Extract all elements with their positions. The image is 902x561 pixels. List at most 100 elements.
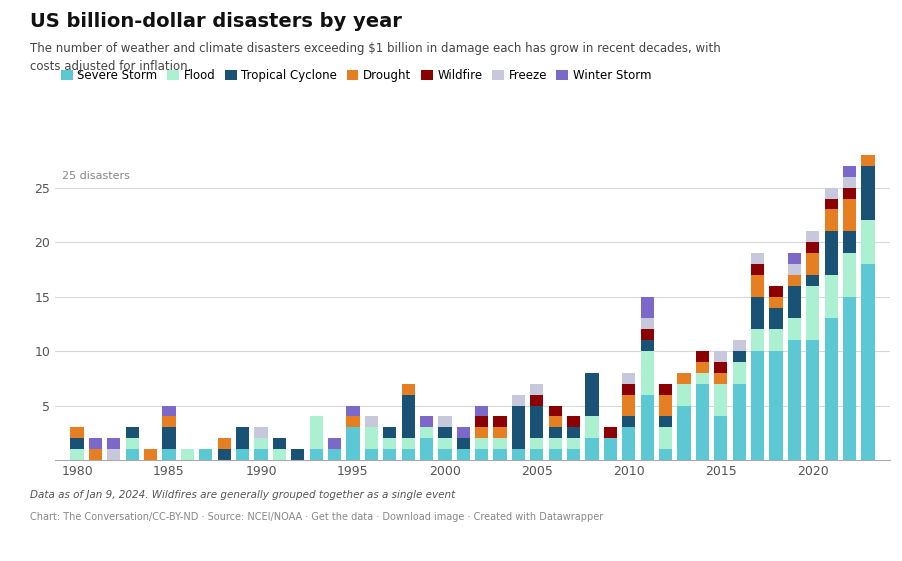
Bar [107,438,121,449]
Bar [732,340,746,351]
Bar [328,438,341,449]
Bar [861,166,875,220]
Bar [842,199,856,231]
Bar [236,449,249,460]
Bar [401,384,415,394]
Bar [475,438,488,449]
Bar [438,438,452,449]
Bar [70,449,84,460]
Bar [530,406,544,438]
Bar [567,449,580,460]
Bar [787,286,801,319]
Bar [751,253,764,264]
Bar [603,427,617,438]
Bar [695,373,709,384]
Bar [787,340,801,460]
Bar [695,362,709,373]
Text: 25 disasters: 25 disasters [62,171,130,181]
Bar [144,449,157,460]
Bar [162,406,176,416]
Bar [640,329,654,340]
Bar [548,438,562,449]
Bar [861,112,875,122]
Bar [861,264,875,460]
Bar [125,438,139,449]
Bar [861,122,875,133]
Bar [438,416,452,427]
Bar [291,449,304,460]
Text: US billion-dollar disasters by year: US billion-dollar disasters by year [30,12,402,31]
Bar [769,286,783,297]
Bar [401,394,415,438]
Bar [530,384,544,394]
Bar [548,406,562,416]
Bar [787,319,801,340]
Bar [254,438,268,449]
Bar [824,188,838,199]
Legend: Severe Storm, Flood, Tropical Cyclone, Drought, Wildfire, Freeze, Winter Storm: Severe Storm, Flood, Tropical Cyclone, D… [61,70,651,82]
Bar [842,297,856,460]
Bar [659,449,672,460]
Bar [107,449,121,460]
Text: The number of weather and climate disasters exceeding $1 billion in damage each : The number of weather and climate disast… [30,42,721,73]
Bar [842,166,856,177]
Bar [420,438,433,460]
Bar [824,199,838,209]
Bar [456,449,470,460]
Bar [695,351,709,362]
Bar [751,351,764,460]
Bar [346,406,360,416]
Bar [567,416,580,427]
Bar [585,373,599,416]
Bar [842,188,856,199]
Bar [714,384,727,416]
Text: Chart: The Conversation/CC-BY-ND · Source: NCEI/NOAA · Get the data · Download i: Chart: The Conversation/CC-BY-ND · Sourc… [30,512,603,522]
Bar [401,438,415,449]
Bar [806,340,819,460]
Bar [217,438,231,449]
Bar [236,427,249,449]
Bar [475,406,488,416]
Bar [585,416,599,438]
Text: Data as of Jan 9, 2024. Wildfires are generally grouped together as a single eve: Data as of Jan 9, 2024. Wildfires are ge… [30,490,456,500]
Bar [346,427,360,460]
Bar [530,449,544,460]
Bar [70,438,84,449]
Bar [438,427,452,438]
Bar [309,449,323,460]
Bar [511,449,525,460]
Bar [677,384,691,406]
Bar [640,319,654,329]
Bar [162,427,176,449]
Bar [475,416,488,427]
Bar [659,427,672,449]
Bar [199,449,213,460]
Bar [493,449,507,460]
Bar [272,449,286,460]
Bar [659,416,672,427]
Bar [622,427,635,460]
Bar [548,427,562,438]
Bar [475,449,488,460]
Bar [769,351,783,460]
Bar [328,449,341,460]
Bar [493,438,507,449]
Bar [254,449,268,460]
Bar [677,406,691,460]
Bar [842,177,856,188]
Bar [511,406,525,449]
Bar [769,329,783,351]
Bar [806,275,819,286]
Bar [309,416,323,449]
Bar [732,362,746,384]
Bar [383,438,396,449]
Bar [806,286,819,340]
Bar [88,449,102,460]
Bar [714,373,727,384]
Bar [640,394,654,460]
Bar [254,427,268,438]
Bar [714,351,727,362]
Bar [806,231,819,242]
Bar [511,394,525,406]
Bar [530,394,544,406]
